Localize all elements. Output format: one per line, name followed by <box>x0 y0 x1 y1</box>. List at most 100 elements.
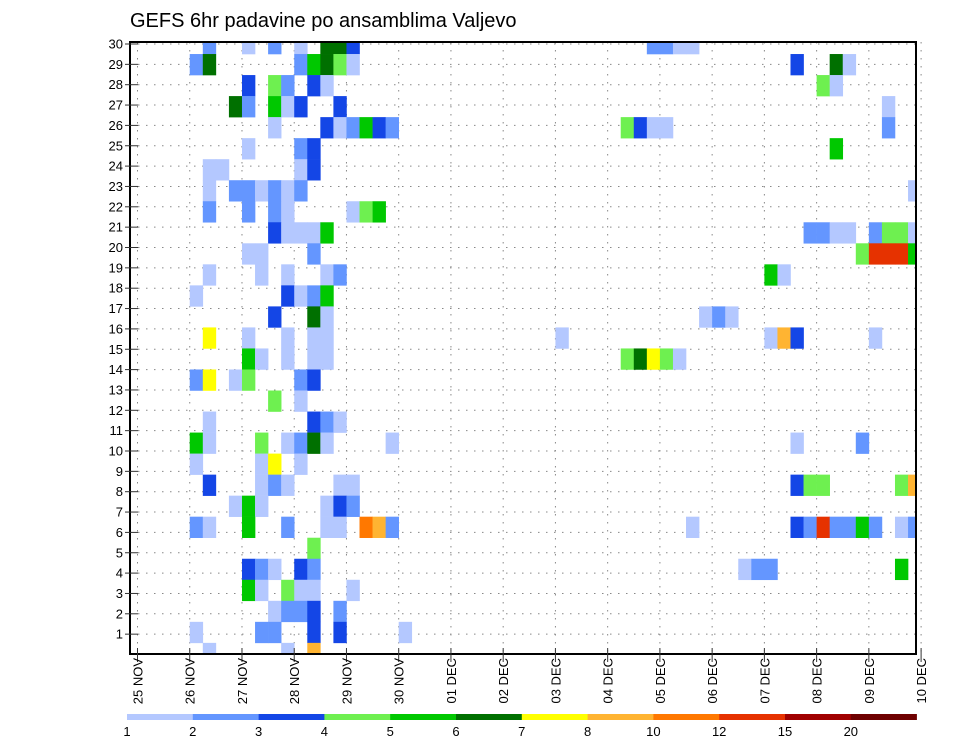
heatmap-cell <box>868 243 883 265</box>
y-tick-label: 28 <box>109 77 123 92</box>
heatmap-cell <box>881 222 896 244</box>
heatmap-cell <box>333 600 347 623</box>
y-tick-label: 12 <box>109 403 123 418</box>
y-tick-label: 25 <box>109 138 123 153</box>
heatmap-cell <box>829 54 844 76</box>
x-tick-label: 01 DEC <box>444 658 459 704</box>
heatmap-cell <box>189 516 204 538</box>
y-tick-label: 30 <box>109 37 123 52</box>
heatmap-cell <box>281 264 295 286</box>
x-tick-label: 10 DEC <box>914 658 929 704</box>
heatmap-cell <box>672 348 687 370</box>
heatmap-cell <box>268 600 282 623</box>
chart-title: GEFS 6hr padavine po ansamblima Valjevo <box>130 10 517 32</box>
x-tick-label: 06 DEC <box>705 658 720 704</box>
heatmap-cell <box>790 327 804 349</box>
heatmap-cell <box>881 117 896 139</box>
y-tick-label: 6 <box>116 525 123 540</box>
heatmap-cell <box>333 411 347 433</box>
heatmap-cell <box>202 516 217 538</box>
y-tick-label: 1 <box>116 627 123 642</box>
heatmap-cell <box>268 42 282 55</box>
colorbar-swatch <box>324 714 391 720</box>
heatmap-cell <box>725 306 739 328</box>
heatmap-cell <box>842 222 857 244</box>
y-tick-label: 24 <box>109 159 123 174</box>
x-tick-label: 26 NOV <box>183 658 198 705</box>
heatmap-cell <box>333 54 347 76</box>
heatmap-cell <box>751 558 765 581</box>
heatmap-cell <box>320 264 334 286</box>
colorbar-swatch <box>785 714 852 720</box>
heatmap-cell <box>320 327 334 349</box>
heatmap-cell <box>294 96 308 118</box>
heatmap-cell <box>228 369 243 391</box>
heatmap-cell <box>868 222 883 244</box>
y-tick-label: 8 <box>116 484 123 499</box>
heatmap-cell <box>189 453 204 475</box>
heatmap-cell <box>620 348 635 370</box>
heatmap-cell <box>189 285 204 307</box>
heatmap-cell <box>894 222 909 244</box>
heatmap-cell <box>646 348 661 370</box>
heatmap-cell <box>281 75 295 97</box>
heatmap-cell <box>320 411 334 433</box>
colorbar-label: 10 <box>646 724 660 739</box>
heatmap-cell <box>333 117 347 139</box>
heatmap-cell <box>346 474 360 496</box>
heatmap-cell <box>320 516 334 538</box>
heatmap-cell <box>255 180 269 202</box>
y-tick-label: 26 <box>109 118 123 133</box>
colorbar-swatch <box>456 714 523 720</box>
colorbar-swatch <box>719 714 786 720</box>
heatmap-cell <box>294 138 308 160</box>
heatmap-cell <box>855 516 870 538</box>
heatmap-cell <box>320 348 334 370</box>
colorbar-label: 3 <box>255 724 262 739</box>
heatmap-cell <box>294 285 308 307</box>
heatmap-cell <box>320 42 334 55</box>
heatmap-cell <box>268 474 282 496</box>
heatmap-cell <box>294 432 308 454</box>
heatmap-cell <box>333 621 347 644</box>
x-tick-label: 28 NOV <box>287 658 302 705</box>
heatmap-cell <box>894 558 909 581</box>
heatmap-cell <box>372 516 386 538</box>
x-tick-label: 30 NOV <box>392 658 407 705</box>
gridlines <box>130 42 922 654</box>
heatmap-cell <box>320 117 334 139</box>
heatmap-cell <box>333 42 347 55</box>
heatmap-cell <box>255 558 269 581</box>
heatmap-cell <box>189 432 204 454</box>
heatmap-cell <box>385 432 399 454</box>
heatmap-cell <box>307 75 321 97</box>
heatmap-cell <box>633 117 648 139</box>
heatmap-cell <box>281 222 295 244</box>
colorbar-label: 7 <box>518 724 525 739</box>
heatmap-cell <box>294 558 308 581</box>
heatmap-cell <box>359 201 373 223</box>
x-tick-label: 25 NOV <box>131 658 146 705</box>
heatmap-cell <box>294 42 308 55</box>
colorbar-swatch <box>192 714 259 720</box>
heatmap-cell <box>842 54 857 76</box>
x-tick-label: 03 DEC <box>548 658 563 704</box>
heatmap-cell <box>620 117 635 139</box>
heatmap-cell <box>241 516 256 538</box>
heatmap-cell <box>372 117 386 139</box>
heatmap-cell <box>294 453 308 475</box>
heatmap-cell <box>777 264 791 286</box>
colorbar-swatch <box>390 714 457 720</box>
heatmap-cell <box>894 243 909 265</box>
heatmap-cell <box>320 54 334 76</box>
heatmap-cell <box>333 264 347 286</box>
heatmap-cell <box>215 159 230 181</box>
heatmap-cell <box>307 222 321 244</box>
heatmap-cell <box>738 558 752 581</box>
heatmap-cell <box>294 390 308 412</box>
heatmap-cell <box>803 222 817 244</box>
colorbar-swatch <box>521 714 588 720</box>
heatmap-cell <box>699 306 713 328</box>
heatmap-cell <box>646 117 661 139</box>
heatmap-cell <box>868 516 883 538</box>
